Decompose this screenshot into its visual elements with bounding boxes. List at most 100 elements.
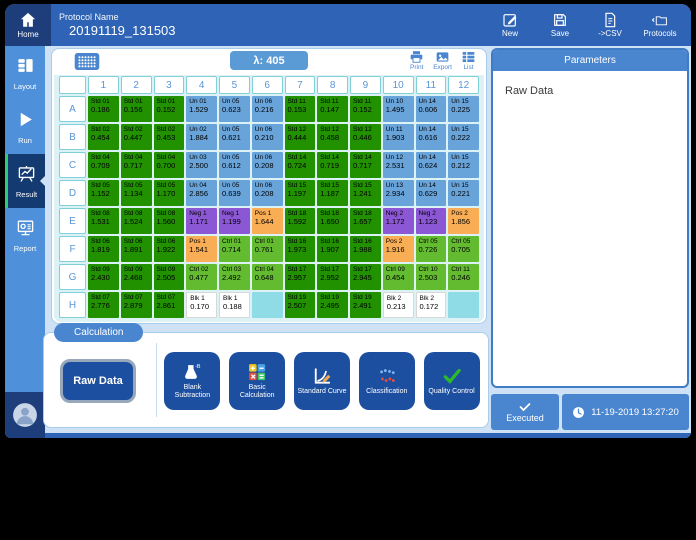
well-H6[interactable] — [251, 292, 283, 318]
well-D2[interactable]: Std 05 1.134 — [120, 180, 152, 206]
well-B3[interactable]: Std 02 0.453 — [153, 124, 185, 150]
well-H2[interactable]: Std 07 2.879 — [120, 292, 152, 318]
well-H12[interactable] — [448, 292, 479, 318]
well-E5[interactable]: Neg 1 1.199 — [219, 208, 250, 234]
well-D12[interactable]: Un 15 0.221 — [448, 180, 479, 206]
well-D11[interactable]: Un 14 0.629 — [415, 180, 447, 206]
well-D1[interactable]: Std 05 1.152 — [88, 180, 119, 206]
well-F2[interactable]: Std 06 1.891 — [120, 236, 152, 262]
well-B9[interactable]: Std 12 0.446 — [350, 124, 381, 150]
calculation-tab[interactable]: Calculation — [54, 323, 144, 342]
well-D5[interactable]: Un 05 0.639 — [219, 180, 250, 206]
well-H10[interactable]: Blk 2 0.213 — [382, 292, 414, 318]
well-G4[interactable]: Ctrl 02 0.477 — [186, 264, 217, 290]
well-G6[interactable]: Ctrl 04 0.648 — [251, 264, 283, 290]
blank-subtraction-button[interactable]: -B Blank Subtraction — [164, 352, 221, 410]
well-D3[interactable]: Std 05 1.170 — [153, 180, 185, 206]
well-H7[interactable]: Std 19 2.507 — [284, 292, 316, 318]
well-H1[interactable]: Std 07 2.776 — [88, 292, 119, 318]
well-D7[interactable]: Std 15 1.197 — [284, 180, 316, 206]
well-G8[interactable]: Std 17 2.952 — [317, 264, 348, 290]
well-G5[interactable]: Ctrl 03 2.492 — [219, 264, 250, 290]
well-F9[interactable]: Std 16 1.988 — [350, 236, 381, 262]
well-D9[interactable]: Std 15 1.241 — [350, 180, 381, 206]
well-D4[interactable]: Un 04 2.856 — [186, 180, 217, 206]
well-F6[interactable]: Ctrl 01 0.761 — [251, 236, 283, 262]
well-E6[interactable]: Pos 1 1.644 — [251, 208, 283, 234]
csv-button[interactable]: ->CSV — [587, 12, 633, 38]
well-A4[interactable]: Un 01 1.529 — [186, 96, 217, 122]
new-button[interactable]: New — [487, 12, 533, 38]
well-A10[interactable]: Un 10 1.495 — [382, 96, 414, 122]
executed-status-button[interactable]: Executed — [491, 394, 559, 430]
well-F3[interactable]: Std 06 1.922 — [153, 236, 185, 262]
well-A5[interactable]: Un 05 0.623 — [219, 96, 250, 122]
well-C10[interactable]: Un 12 2.531 — [382, 152, 414, 178]
well-E7[interactable]: Std 18 1.592 — [284, 208, 316, 234]
well-B4[interactable]: Un 02 1.884 — [186, 124, 217, 150]
well-A7[interactable]: Std 11 0.153 — [284, 96, 316, 122]
well-B12[interactable]: Un 15 0.222 — [448, 124, 479, 150]
sidebar-item-report[interactable]: Report — [5, 208, 45, 262]
well-A9[interactable]: Std 11 0.152 — [350, 96, 381, 122]
well-B6[interactable]: Un 06 0.210 — [251, 124, 283, 150]
well-F1[interactable]: Std 06 1.819 — [88, 236, 119, 262]
classification-button[interactable]: Classification — [358, 352, 415, 410]
well-C11[interactable]: Un 14 0.624 — [415, 152, 447, 178]
well-G7[interactable]: Std 17 2.957 — [284, 264, 316, 290]
well-G9[interactable]: Std 17 2.945 — [350, 264, 381, 290]
timestamp-button[interactable]: 11-19-2019 13:27:20 — [562, 394, 689, 430]
well-C4[interactable]: Un 03 2.500 — [186, 152, 217, 178]
well-F7[interactable]: Std 16 1.973 — [284, 236, 316, 262]
well-A8[interactable]: Std 11 0.147 — [317, 96, 348, 122]
sidebar-item-result[interactable]: Result — [5, 154, 45, 208]
well-B8[interactable]: Std 12 0.458 — [317, 124, 348, 150]
well-C9[interactable]: Std 14 0.717 — [350, 152, 381, 178]
well-G10[interactable]: Ctrl 09 0.454 — [382, 264, 414, 290]
well-F4[interactable]: Pos 1 1.541 — [186, 236, 217, 262]
well-C5[interactable]: Un 05 0.612 — [219, 152, 250, 178]
well-C8[interactable]: Std 14 0.719 — [317, 152, 348, 178]
well-D8[interactable]: Std 15 1.187 — [317, 180, 348, 206]
well-E1[interactable]: Std 08 1.531 — [88, 208, 119, 234]
well-E2[interactable]: Std 08 1.524 — [120, 208, 152, 234]
well-D10[interactable]: Un 13 2.934 — [382, 180, 414, 206]
basic-calculation-button[interactable]: Basic Calculation — [229, 352, 286, 410]
well-F11[interactable]: Ctrl 05 0.726 — [415, 236, 447, 262]
protocols-button[interactable]: Protocols — [637, 12, 683, 38]
well-C6[interactable]: Un 06 0.208 — [251, 152, 283, 178]
well-H11[interactable]: Blk 2 0.172 — [415, 292, 447, 318]
well-A3[interactable]: Std 01 0.152 — [153, 96, 185, 122]
well-E8[interactable]: Std 18 1.650 — [317, 208, 348, 234]
print-button[interactable]: Print — [409, 50, 424, 71]
sidebar-item-run[interactable]: Run — [5, 100, 45, 154]
well-A1[interactable]: Std 01 0.186 — [88, 96, 119, 122]
well-B2[interactable]: Std 02 0.447 — [120, 124, 152, 150]
well-C12[interactable]: Un 15 0.212 — [448, 152, 479, 178]
well-H3[interactable]: Std 07 2.861 — [153, 292, 185, 318]
user-account-button[interactable] — [5, 392, 45, 438]
well-G1[interactable]: Std 09 2.430 — [88, 264, 119, 290]
well-E4[interactable]: Neg 1 1.171 — [186, 208, 217, 234]
well-B5[interactable]: Un 05 0.621 — [219, 124, 250, 150]
well-G2[interactable]: Std 09 2.468 — [120, 264, 152, 290]
well-F8[interactable]: Std 16 1.907 — [317, 236, 348, 262]
sidebar-item-layout[interactable]: Layout — [5, 46, 45, 100]
well-A2[interactable]: Std 01 0.156 — [120, 96, 152, 122]
well-E12[interactable]: Pos 2 1.856 — [448, 208, 479, 234]
well-F10[interactable]: Pos 2 1.916 — [382, 236, 414, 262]
well-E11[interactable]: Neg 2 1.123 — [415, 208, 447, 234]
raw-data-button[interactable]: Raw Data — [60, 359, 136, 403]
well-A11[interactable]: Un 14 0.606 — [415, 96, 447, 122]
well-D6[interactable]: Un 06 0.208 — [251, 180, 283, 206]
well-H4[interactable]: Blk 1 0.170 — [186, 292, 217, 318]
well-H8[interactable]: Std 19 2.495 — [317, 292, 348, 318]
well-A12[interactable]: Un 15 0.225 — [448, 96, 479, 122]
well-B7[interactable]: Std 12 0.444 — [284, 124, 316, 150]
well-A6[interactable]: Un 06 0.216 — [251, 96, 283, 122]
well-F12[interactable]: Ctrl 05 0.705 — [448, 236, 479, 262]
wavelength-button[interactable]: λ: 405 — [230, 51, 308, 70]
well-C2[interactable]: Std 04 0.717 — [120, 152, 152, 178]
well-G3[interactable]: Std 09 2.505 — [153, 264, 185, 290]
home-button[interactable]: Home — [5, 4, 51, 46]
